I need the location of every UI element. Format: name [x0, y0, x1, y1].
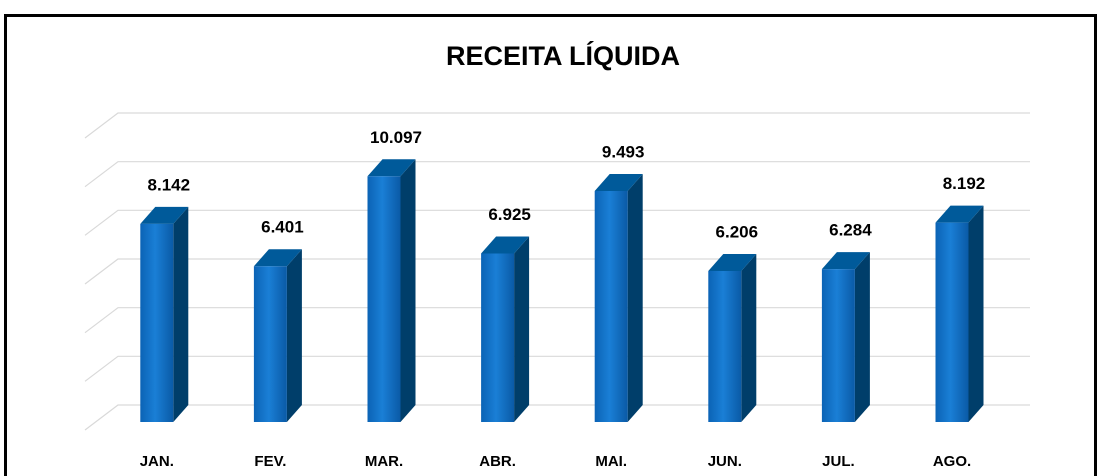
value-label: 6.401: [261, 218, 304, 237]
bar-top: [367, 159, 416, 177]
bar: [367, 159, 416, 422]
x-tick-label: FEV.: [254, 453, 286, 470]
bar-side: [741, 253, 757, 422]
bar: [481, 236, 530, 422]
x-tick-label: AGO.: [933, 453, 971, 470]
bar: [594, 174, 643, 422]
bar: [708, 253, 757, 422]
bar-front: [821, 269, 855, 422]
value-label: 8.192: [943, 174, 986, 193]
value-label: 9.493: [602, 142, 645, 161]
value-label: 8.142: [148, 175, 191, 194]
bar-top: [481, 236, 530, 254]
x-tick-label: ABR.: [479, 453, 516, 470]
bar-front: [253, 266, 287, 422]
bar-front: [594, 191, 628, 422]
bar-side: [854, 252, 870, 422]
bar-top: [140, 206, 189, 224]
bar-top: [821, 252, 870, 270]
bar-front: [481, 253, 515, 422]
value-label: 6.284: [829, 221, 872, 240]
x-tick-label: JUL.: [822, 453, 855, 470]
x-tick-label: MAI.: [595, 453, 627, 470]
x-tick-label: JUN.: [708, 453, 742, 470]
value-label: 6.206: [716, 222, 759, 241]
grid-line: [84, 209, 1030, 236]
bar-front: [935, 222, 969, 422]
grid-line: [84, 161, 1030, 188]
chart-title: RECEITA LÍQUIDA: [446, 40, 680, 71]
bar-front: [140, 223, 174, 422]
bar-top: [935, 205, 984, 223]
bar-side: [968, 205, 984, 422]
bar-top: [253, 249, 302, 267]
bar-top: [594, 174, 643, 192]
bar-side: [514, 236, 530, 422]
bar-front: [367, 176, 401, 422]
bar-top: [708, 253, 757, 271]
x-tick-label: MAR.: [365, 453, 403, 470]
value-label: 6.925: [488, 205, 531, 224]
x-tick-label: JAN.: [140, 453, 174, 470]
bar-front: [708, 270, 742, 422]
value-label: 10.097: [370, 128, 422, 147]
bar-side: [286, 249, 302, 422]
grid-line: [84, 112, 1030, 139]
bar-side: [400, 159, 416, 422]
bar: [935, 205, 984, 422]
bar: [821, 252, 870, 422]
bar-side: [627, 174, 643, 422]
bar-side: [173, 206, 189, 422]
bar: [140, 206, 189, 422]
bar: [253, 249, 302, 422]
